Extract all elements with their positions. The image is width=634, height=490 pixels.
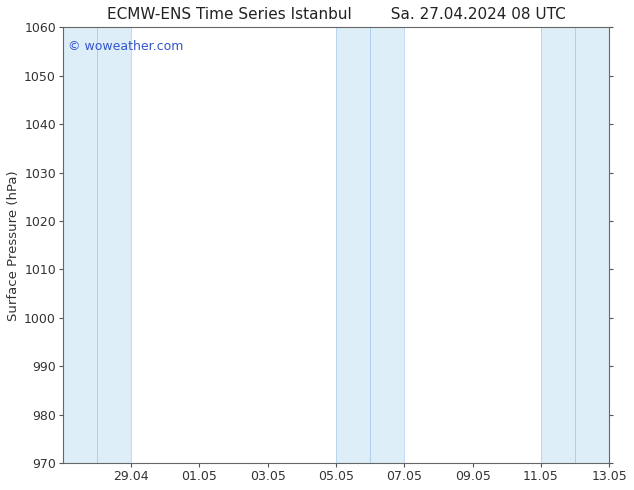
Bar xyxy=(370,27,404,463)
Bar xyxy=(336,27,370,463)
Bar xyxy=(575,27,609,463)
Y-axis label: Surface Pressure (hPa): Surface Pressure (hPa) xyxy=(7,170,20,320)
Text: © woweather.com: © woweather.com xyxy=(68,40,184,53)
Title: ECMW-ENS Time Series Istanbul        Sa. 27.04.2024 08 UTC: ECMW-ENS Time Series Istanbul Sa. 27.04.… xyxy=(107,7,566,22)
Bar xyxy=(97,27,131,463)
Bar xyxy=(63,27,97,463)
Bar xyxy=(541,27,575,463)
